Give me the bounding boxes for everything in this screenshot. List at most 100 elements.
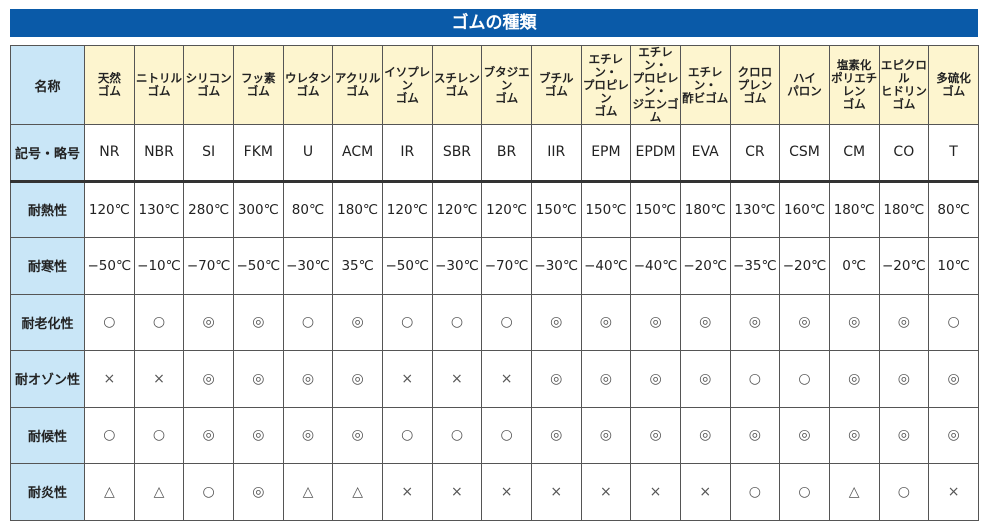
table-row-flame: 耐炎性 △ △ ○ ◎ △ △ × × × × × × × ○ ○ △ ○ ×: [10, 463, 979, 521]
cell-heat: 160℃: [779, 180, 830, 238]
cell-symbol: NR: [84, 124, 135, 183]
cell-name: エチレン・ 酢ビゴム: [679, 45, 731, 125]
cell-symbol: T: [928, 124, 979, 183]
cell-weather: ◎: [779, 406, 830, 464]
row-header-cold: 耐寒性: [10, 237, 85, 295]
cell-aging: ◎: [630, 293, 681, 351]
cell-cold: 0℃: [828, 237, 880, 295]
cell-aging: ◎: [679, 293, 731, 351]
cell-weather: ◎: [679, 406, 731, 464]
cell-weather: ○: [381, 406, 433, 464]
cell-symbol: CO: [878, 124, 930, 183]
cell-cold: −35℃: [729, 237, 781, 295]
cell-flame: ×: [381, 463, 433, 521]
cell-weather: ◎: [282, 406, 334, 464]
cell-aging: ◎: [580, 293, 632, 351]
cell-weather: ◎: [232, 406, 284, 464]
cell-cold: 35℃: [332, 237, 383, 295]
cell-heat: 180℃: [878, 180, 930, 238]
cell-cold: −50℃: [381, 237, 433, 295]
cell-cold: −20℃: [779, 237, 830, 295]
cell-cold: −50℃: [232, 237, 284, 295]
cell-cold: −30℃: [282, 237, 334, 295]
table-row-weather: 耐候性 ○ ○ ◎ ◎ ◎ ◎ ○ ○ ○ ◎ ◎ ◎ ◎ ◎ ◎ ◎ ◎ ◎: [10, 406, 979, 464]
cell-aging: ○: [481, 293, 532, 351]
table-row-aging: 耐老化性 ○ ○ ◎ ◎ ○ ◎ ○ ○ ○ ◎ ◎ ◎ ◎ ◎ ◎ ◎ ◎ ○: [10, 293, 979, 351]
cell-heat: 130℃: [133, 180, 185, 238]
cell-aging: ○: [84, 293, 135, 351]
table-row-symbol: 記号・略号 NR NBR SI FKM U ACM IR SBR BR IIR EPM EPDM EVA C…: [10, 124, 979, 183]
cell-weather: ◎: [580, 406, 632, 464]
row-header-flame: 耐炎性: [10, 463, 85, 521]
cell-weather: ◎: [878, 406, 930, 464]
cell-cold: −10℃: [133, 237, 185, 295]
cell-weather: ◎: [630, 406, 681, 464]
cell-aging: ◎: [530, 293, 582, 351]
cell-symbol: CSM: [779, 124, 830, 183]
cell-name: エチレン・ プロピレン ゴム: [580, 45, 632, 125]
cell-name: 多硫化 ゴム: [928, 45, 979, 125]
cell-aging: ◎: [729, 293, 781, 351]
cell-symbol: EPM: [580, 124, 632, 183]
cell-symbol: IR: [381, 124, 433, 183]
cell-cold: −30℃: [431, 237, 483, 295]
cell-flame: △: [332, 463, 383, 521]
table-row-cold: 耐寒性 −50℃ −10℃ −70℃ −50℃ −30℃ 35℃ −50℃ −30℃ −70℃ −3…: [10, 237, 979, 295]
cell-name: 天然 ゴム: [84, 45, 135, 125]
cell-name: ニトリル ゴム: [133, 45, 185, 125]
cell-flame: △: [133, 463, 185, 521]
cell-weather: ◎: [183, 406, 234, 464]
cell-flame: ×: [580, 463, 632, 521]
cell-heat: 120℃: [381, 180, 433, 238]
cell-cold: −40℃: [580, 237, 632, 295]
cell-heat: 180℃: [679, 180, 731, 238]
cell-name: エチレン・ プロピレン・ ジエンゴム: [630, 45, 681, 125]
row-header-weather: 耐候性: [10, 406, 85, 464]
cell-ozone: ◎: [630, 350, 681, 408]
cell-symbol: FKM: [232, 124, 284, 183]
cell-name: ブタジエン ゴム: [481, 45, 532, 125]
cell-name: ハイ パロン: [779, 45, 830, 125]
cell-ozone: ○: [729, 350, 781, 408]
cell-flame: ×: [630, 463, 681, 521]
page-title: ゴムの種類: [10, 9, 978, 37]
cell-weather: ◎: [828, 406, 880, 464]
cell-ozone: ◎: [828, 350, 880, 408]
cell-aging: ◎: [828, 293, 880, 351]
cell-cold: −30℃: [530, 237, 582, 295]
cell-symbol: EVA: [679, 124, 731, 183]
cell-flame: ○: [729, 463, 781, 521]
cell-aging: ◎: [779, 293, 830, 351]
cell-aging: ○: [282, 293, 334, 351]
cell-name: スチレン ゴム: [431, 45, 483, 125]
cell-cold: −20℃: [679, 237, 731, 295]
cell-cold: −50℃: [84, 237, 135, 295]
cell-aging: ◎: [878, 293, 930, 351]
cell-heat: 80℃: [282, 180, 334, 238]
cell-heat: 280℃: [183, 180, 234, 238]
cell-symbol: EPDM: [630, 124, 681, 183]
cell-symbol: IIR: [530, 124, 582, 183]
cell-ozone: ◎: [282, 350, 334, 408]
cell-symbol: U: [282, 124, 334, 183]
cell-heat: 150℃: [530, 180, 582, 238]
cell-name: エピクロル ヒドリン ゴム: [878, 45, 930, 125]
cell-symbol: SBR: [431, 124, 483, 183]
cell-aging: ◎: [332, 293, 383, 351]
cell-name: シリコン ゴム: [183, 45, 234, 125]
cell-cold: −40℃: [630, 237, 681, 295]
table-row-heat: 耐熱性 120℃ 130℃ 280℃ 300℃ 80℃ 180℃ 120℃ 120℃ 120℃ 15…: [10, 180, 979, 238]
cell-flame: △: [828, 463, 880, 521]
cell-ozone: ◎: [232, 350, 284, 408]
cell-name: クロロ プレン ゴム: [729, 45, 781, 125]
cell-symbol: NBR: [133, 124, 185, 183]
cell-heat: 150℃: [580, 180, 632, 238]
cell-aging: ◎: [183, 293, 234, 351]
cell-heat: 120℃: [84, 180, 135, 238]
cell-ozone: ◎: [928, 350, 979, 408]
cell-weather: ◎: [928, 406, 979, 464]
cell-ozone: ×: [431, 350, 483, 408]
cell-weather: ○: [431, 406, 483, 464]
cell-aging: ○: [928, 293, 979, 351]
cell-flame: ×: [679, 463, 731, 521]
